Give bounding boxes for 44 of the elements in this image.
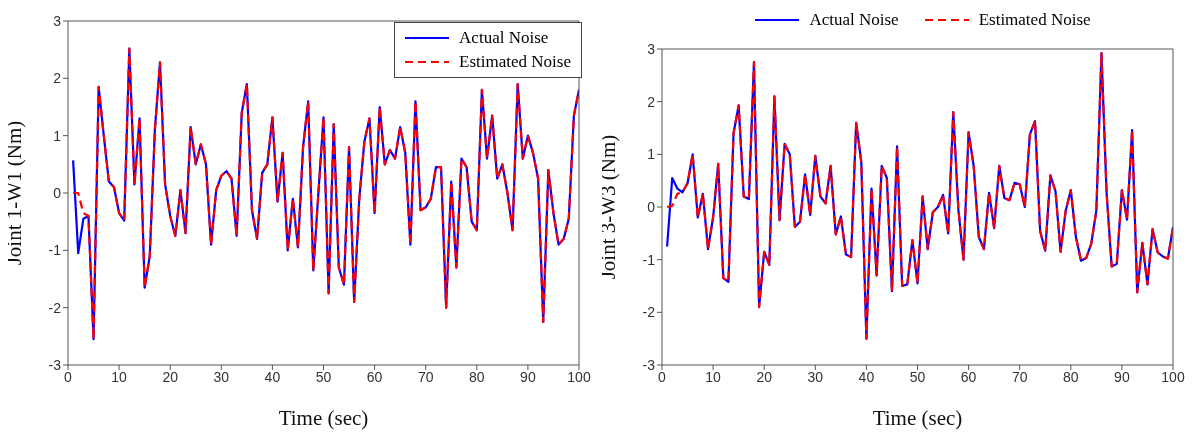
x-tick-label: 30: [807, 368, 824, 385]
x-tick-label: 100: [1161, 368, 1185, 385]
y-tick-label: -1: [642, 251, 656, 268]
y-tick-label: 3: [53, 12, 62, 29]
y-tick-label: -1: [48, 242, 62, 259]
legend-label: Estimated Noise: [459, 51, 571, 73]
x-tick-label: 60: [960, 368, 977, 385]
line-series: [666, 52, 1173, 340]
legend-label: Estimated Noise: [978, 9, 1091, 31]
line-series: [72, 47, 579, 341]
x-tick-label: 40: [264, 368, 281, 385]
x-tick-label: 90: [520, 368, 536, 385]
x-tick-label: 10: [705, 368, 722, 385]
x-tick-label: 0: [64, 368, 73, 385]
x-tick-label: 40: [858, 368, 875, 385]
x-tick-label: 0: [658, 368, 667, 385]
y-tick-label: -3: [48, 356, 62, 373]
x-axis-title: Time (sec): [872, 406, 963, 430]
x-axis-title: Time (sec): [278, 406, 369, 430]
y-tick-label: 3: [647, 40, 656, 57]
legend-label: Actual Noise: [809, 9, 899, 31]
legend-label: Actual Noise: [459, 27, 549, 49]
x-tick-label: 10: [111, 368, 128, 385]
y-tick-label: 2: [647, 93, 656, 110]
y-tick-label: 1: [647, 146, 656, 163]
x-tick-label: 60: [366, 368, 383, 385]
y-tick-label: -2: [48, 299, 62, 316]
x-tick-label: 70: [1011, 368, 1028, 385]
x-tick-label: 70: [417, 368, 434, 385]
y-tick-label: 1: [53, 127, 62, 144]
y-tick-label: 0: [53, 184, 62, 201]
x-tick-label: 50: [909, 368, 926, 385]
y-tick-label: 0: [647, 198, 656, 215]
x-tick-label: 100: [567, 368, 591, 385]
x-tick-label: 20: [756, 368, 773, 385]
y-tick-label: -3: [642, 356, 656, 373]
x-tick-label: 80: [1063, 368, 1079, 385]
x-tick-label: 30: [213, 368, 230, 385]
x-tick-label: 20: [162, 368, 179, 385]
x-tick-label: 80: [469, 368, 485, 385]
y-tick-label: -2: [642, 304, 656, 321]
x-tick-label: 50: [315, 368, 332, 385]
y-tick-label: 2: [53, 70, 62, 87]
x-tick-label: 90: [1114, 368, 1130, 385]
